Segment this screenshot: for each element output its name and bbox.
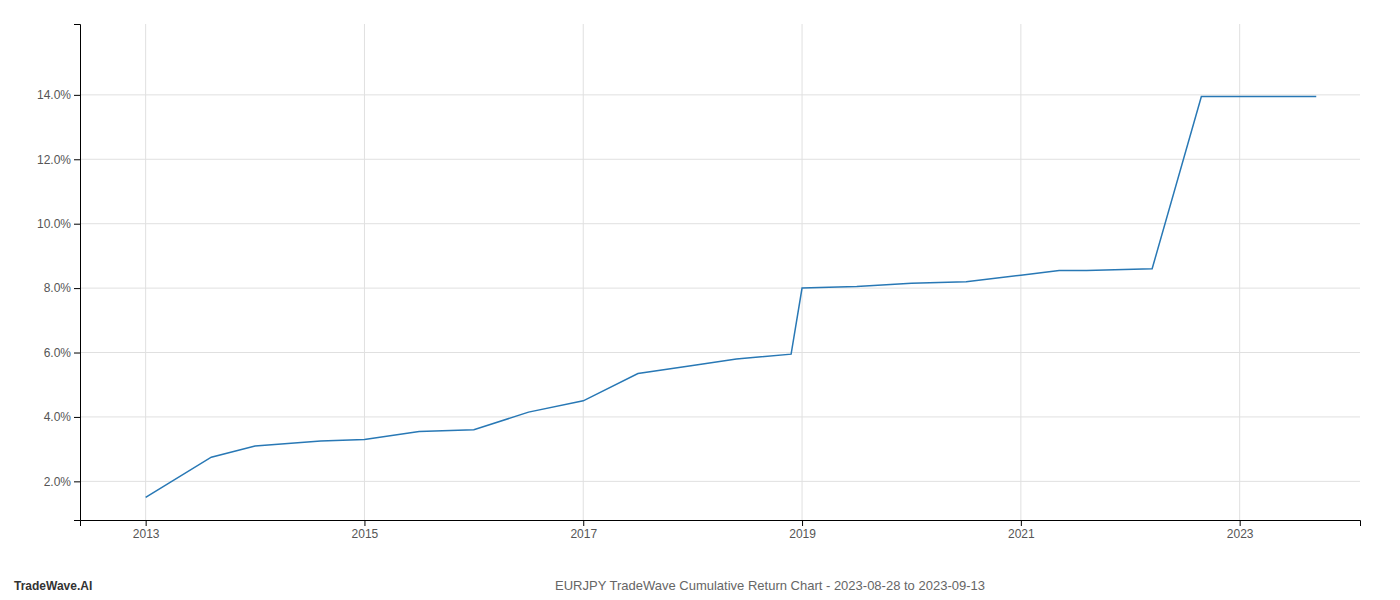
x-axis-line xyxy=(81,521,1361,527)
y-grid-line xyxy=(80,94,1360,95)
y-tick-label: 4.0% xyxy=(44,410,72,424)
y-tick: 2.0% xyxy=(44,475,80,489)
chart: 2013 2015 2017 2019 2021 2023 2.0% 4.0% 6.0% 8.0%… xyxy=(0,0,1400,600)
y-tick-mark xyxy=(74,224,80,225)
x-tick: 2013 xyxy=(133,520,160,541)
x-tick-label: 2021 xyxy=(1008,527,1035,541)
y-tick: 14.0% xyxy=(37,88,80,102)
y-grid-line xyxy=(80,288,1360,289)
x-tick-mark xyxy=(802,520,803,526)
y-grid-line xyxy=(80,352,1360,353)
x-tick-label: 2017 xyxy=(570,527,597,541)
x-tick: 2019 xyxy=(789,520,816,541)
y-grid-line xyxy=(80,416,1360,417)
y-tick-mark xyxy=(74,353,80,354)
y-axis-line xyxy=(74,25,81,521)
y-tick: 6.0% xyxy=(44,346,80,360)
x-tick-label: 2015 xyxy=(352,527,379,541)
x-tick-label: 2019 xyxy=(789,527,816,541)
watermark: TradeWave.AI xyxy=(14,579,92,593)
y-tick-label: 12.0% xyxy=(37,153,71,167)
y-tick: 12.0% xyxy=(37,153,80,167)
y-grid-line xyxy=(80,481,1360,482)
x-tick: 2015 xyxy=(352,520,379,541)
y-tick-mark xyxy=(74,159,80,160)
y-grid-line xyxy=(80,159,1360,160)
x-grid-line xyxy=(145,24,146,520)
x-grid-line xyxy=(364,24,365,520)
plot-area: 2013 2015 2017 2019 2021 2023 2.0% 4.0% 6.0% 8.0%… xyxy=(37,24,1361,541)
y-tick: 10.0% xyxy=(37,217,80,231)
y-axis: 2.0% 4.0% 6.0% 8.0% 10.0% 12.0% 14.0% xyxy=(37,25,81,521)
y-tick-label: 10.0% xyxy=(37,217,71,231)
y-tick: 4.0% xyxy=(44,410,80,424)
x-axis: 2013 2015 2017 2019 2021 2023 xyxy=(81,520,1361,541)
x-grid-line xyxy=(583,24,584,520)
x-tick: 2017 xyxy=(570,520,597,541)
x-tick-mark xyxy=(1021,520,1022,526)
x-tick-mark xyxy=(1240,520,1241,526)
x-tick-label: 2023 xyxy=(1227,527,1254,541)
x-grid-line xyxy=(1020,24,1021,520)
x-tick-label: 2013 xyxy=(133,527,160,541)
y-tick-label: 14.0% xyxy=(37,88,71,102)
y-grid-line xyxy=(80,223,1360,224)
y-tick-label: 6.0% xyxy=(44,346,72,360)
x-tick-mark xyxy=(146,520,147,526)
marks xyxy=(146,96,1317,497)
y-tick: 8.0% xyxy=(44,281,80,295)
y-tick-mark xyxy=(74,417,80,418)
x-tick: 2023 xyxy=(1227,520,1254,541)
x-grid-line xyxy=(802,24,803,520)
y-tick-mark xyxy=(74,288,80,289)
y-tick-label: 8.0% xyxy=(44,281,72,295)
x-grid-line xyxy=(1239,24,1240,520)
title: EURJPY TradeWave Cumulative Return Chart… xyxy=(555,578,985,593)
x-tick-mark xyxy=(583,520,584,526)
grid xyxy=(80,24,1360,520)
x-tick: 2021 xyxy=(1008,520,1035,541)
y-tick-mark xyxy=(74,481,80,482)
x-tick-mark xyxy=(364,520,365,526)
y-tick-label: 2.0% xyxy=(44,475,72,489)
y-tick-mark xyxy=(74,95,80,96)
line xyxy=(146,96,1317,497)
